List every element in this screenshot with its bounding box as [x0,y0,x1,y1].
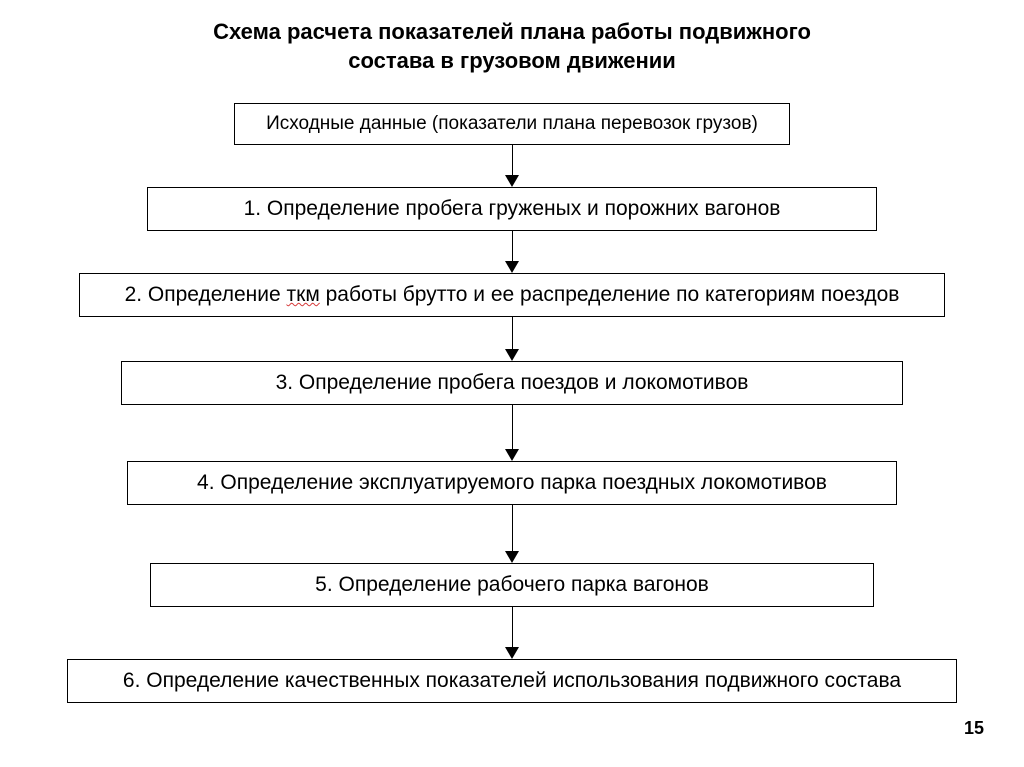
flow-node-n5: 5. Определение рабочего парка вагонов [150,563,874,607]
arrow-line [512,145,513,175]
flow-arrow [505,145,519,187]
arrow-head-icon [505,647,519,659]
arrow-head-icon [505,349,519,361]
node-text: Исходные данные (показатели плана перево… [266,113,758,134]
node-text-post: работы брутто и ее распределение по кате… [320,283,900,306]
flow-node-n0: Исходные данные (показатели плана перево… [234,103,790,145]
flow-arrow [505,405,519,461]
flow-arrow [505,231,519,273]
arrow-head-icon [505,261,519,273]
flow-arrow [505,317,519,361]
arrow-line [512,505,513,551]
flowchart-container: Исходные данные (показатели плана перево… [0,103,1024,703]
flow-arrow [505,505,519,563]
arrow-line [512,607,513,647]
diagram-title: Схема расчета показателей плана работы п… [0,18,1024,75]
arrow-line [512,405,513,449]
title-line-2: состава в грузовом движении [348,48,676,73]
arrow-head-icon [505,551,519,563]
flow-node-n4: 4. Определение эксплуатируемого парка по… [127,461,897,505]
flow-node-n3: 3. Определение пробега поездов и локомот… [121,361,903,405]
arrow-line [512,231,513,261]
node-text-pre: 2. Определение [125,283,287,306]
node-text: 1. Определение пробега груженых и порожн… [244,197,781,220]
title-line-1: Схема расчета показателей плана работы п… [213,19,811,44]
arrow-line [512,317,513,349]
flow-node-n1: 1. Определение пробега груженых и порожн… [147,187,877,231]
flow-arrow [505,607,519,659]
arrow-head-icon [505,449,519,461]
node-text: 6. Определение качественных показателей … [123,669,901,692]
flow-node-n2: 2. Определение ткм работы брутто и ее ра… [79,273,945,317]
node-text: 5. Определение рабочего парка вагонов [315,573,709,596]
node-text-squiggle: ткм [287,283,320,306]
flow-node-n6: 6. Определение качественных показателей … [67,659,957,703]
node-text: 4. Определение эксплуатируемого парка по… [197,471,827,494]
page-number: 15 [964,718,984,739]
arrow-head-icon [505,175,519,187]
node-text: 3. Определение пробега поездов и локомот… [276,371,749,394]
